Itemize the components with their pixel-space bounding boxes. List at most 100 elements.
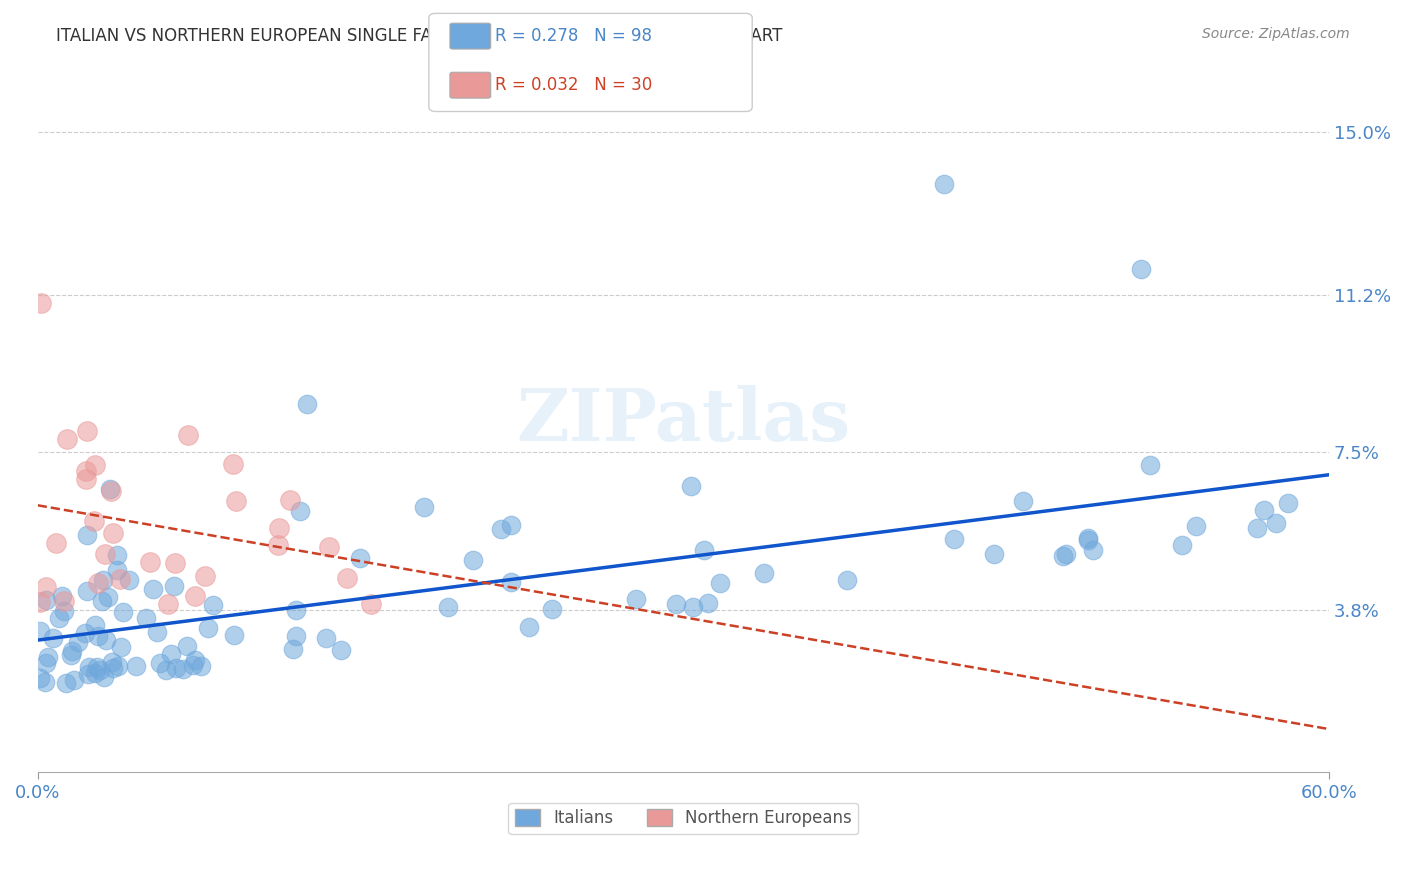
Point xyxy=(934,177,956,191)
Point xyxy=(315,632,337,646)
Point xyxy=(284,628,307,642)
Point xyxy=(118,574,141,588)
Point xyxy=(96,590,118,604)
Point xyxy=(101,526,124,541)
Point xyxy=(107,548,129,562)
Point xyxy=(157,597,180,611)
Point xyxy=(297,397,319,411)
Point xyxy=(290,504,312,518)
Point xyxy=(499,575,522,590)
Point xyxy=(278,492,301,507)
Point xyxy=(942,532,965,546)
Point xyxy=(163,579,186,593)
Point xyxy=(225,493,247,508)
Point xyxy=(266,538,288,552)
Point xyxy=(437,599,460,614)
Point xyxy=(184,653,207,667)
Point xyxy=(101,655,124,669)
Text: Source: ZipAtlas.com: Source: ZipAtlas.com xyxy=(1202,27,1350,41)
Point xyxy=(35,593,58,607)
Point xyxy=(1052,549,1074,563)
Point xyxy=(30,296,52,310)
Text: ITALIAN VS NORTHERN EUROPEAN SINGLE FATHER HOUSEHOLDS CORRELATION CHART: ITALIAN VS NORTHERN EUROPEAN SINGLE FATH… xyxy=(56,27,783,45)
Point xyxy=(107,659,129,673)
Point xyxy=(84,458,107,472)
Point xyxy=(194,569,217,583)
Text: R = 0.032   N = 30: R = 0.032 N = 30 xyxy=(495,76,652,94)
Point xyxy=(110,640,132,654)
Point xyxy=(1171,538,1194,552)
Point xyxy=(63,673,86,687)
Point xyxy=(183,657,205,672)
Point xyxy=(709,575,731,590)
Point xyxy=(172,662,194,676)
Point xyxy=(499,518,522,533)
Point xyxy=(35,580,58,594)
Point xyxy=(42,631,65,645)
Point xyxy=(76,666,98,681)
Point xyxy=(28,595,51,609)
Point xyxy=(693,543,716,558)
Point xyxy=(100,484,122,499)
Point xyxy=(135,611,157,625)
Point xyxy=(626,592,648,607)
Point xyxy=(159,647,181,661)
Point xyxy=(45,536,67,550)
Point xyxy=(75,464,97,478)
Point xyxy=(281,642,304,657)
Point xyxy=(983,547,1005,561)
Point xyxy=(1130,261,1153,276)
Point xyxy=(285,603,308,617)
Point xyxy=(752,566,775,580)
Point xyxy=(67,635,90,649)
Point xyxy=(1077,533,1099,547)
Point xyxy=(412,500,434,515)
Point xyxy=(517,620,540,634)
Point xyxy=(1077,531,1099,545)
Point xyxy=(52,603,75,617)
Point xyxy=(139,555,162,569)
Point xyxy=(83,514,105,528)
Point xyxy=(682,600,704,615)
Point xyxy=(101,661,124,675)
Point xyxy=(91,573,114,587)
Point xyxy=(89,663,111,677)
Point xyxy=(267,521,290,535)
Point xyxy=(1253,503,1275,517)
Point xyxy=(37,650,59,665)
Point xyxy=(360,597,382,611)
Point xyxy=(697,596,720,610)
Point xyxy=(55,676,77,690)
Point xyxy=(336,571,359,585)
Point xyxy=(60,648,83,662)
Point xyxy=(1139,458,1161,472)
Point xyxy=(76,583,98,598)
Point xyxy=(1277,495,1299,509)
Point xyxy=(165,557,187,571)
Point xyxy=(1246,521,1268,535)
Point xyxy=(94,632,117,647)
Point xyxy=(665,598,688,612)
Point xyxy=(51,589,73,603)
Point xyxy=(835,574,858,588)
Point xyxy=(176,428,198,442)
Point xyxy=(91,594,114,608)
Point xyxy=(541,602,564,616)
Point xyxy=(679,478,702,492)
Point xyxy=(197,622,219,636)
Point xyxy=(489,522,512,536)
Point xyxy=(155,663,177,677)
Point xyxy=(145,624,167,639)
Point xyxy=(93,670,115,684)
Point xyxy=(1081,542,1104,557)
Point xyxy=(76,528,98,542)
Point xyxy=(190,659,212,673)
Point xyxy=(73,626,96,640)
Point xyxy=(84,618,107,632)
Point xyxy=(461,552,484,566)
Point xyxy=(142,582,165,596)
Point xyxy=(201,598,224,612)
Point xyxy=(30,624,52,639)
Point xyxy=(84,665,107,680)
Point xyxy=(1265,516,1288,530)
